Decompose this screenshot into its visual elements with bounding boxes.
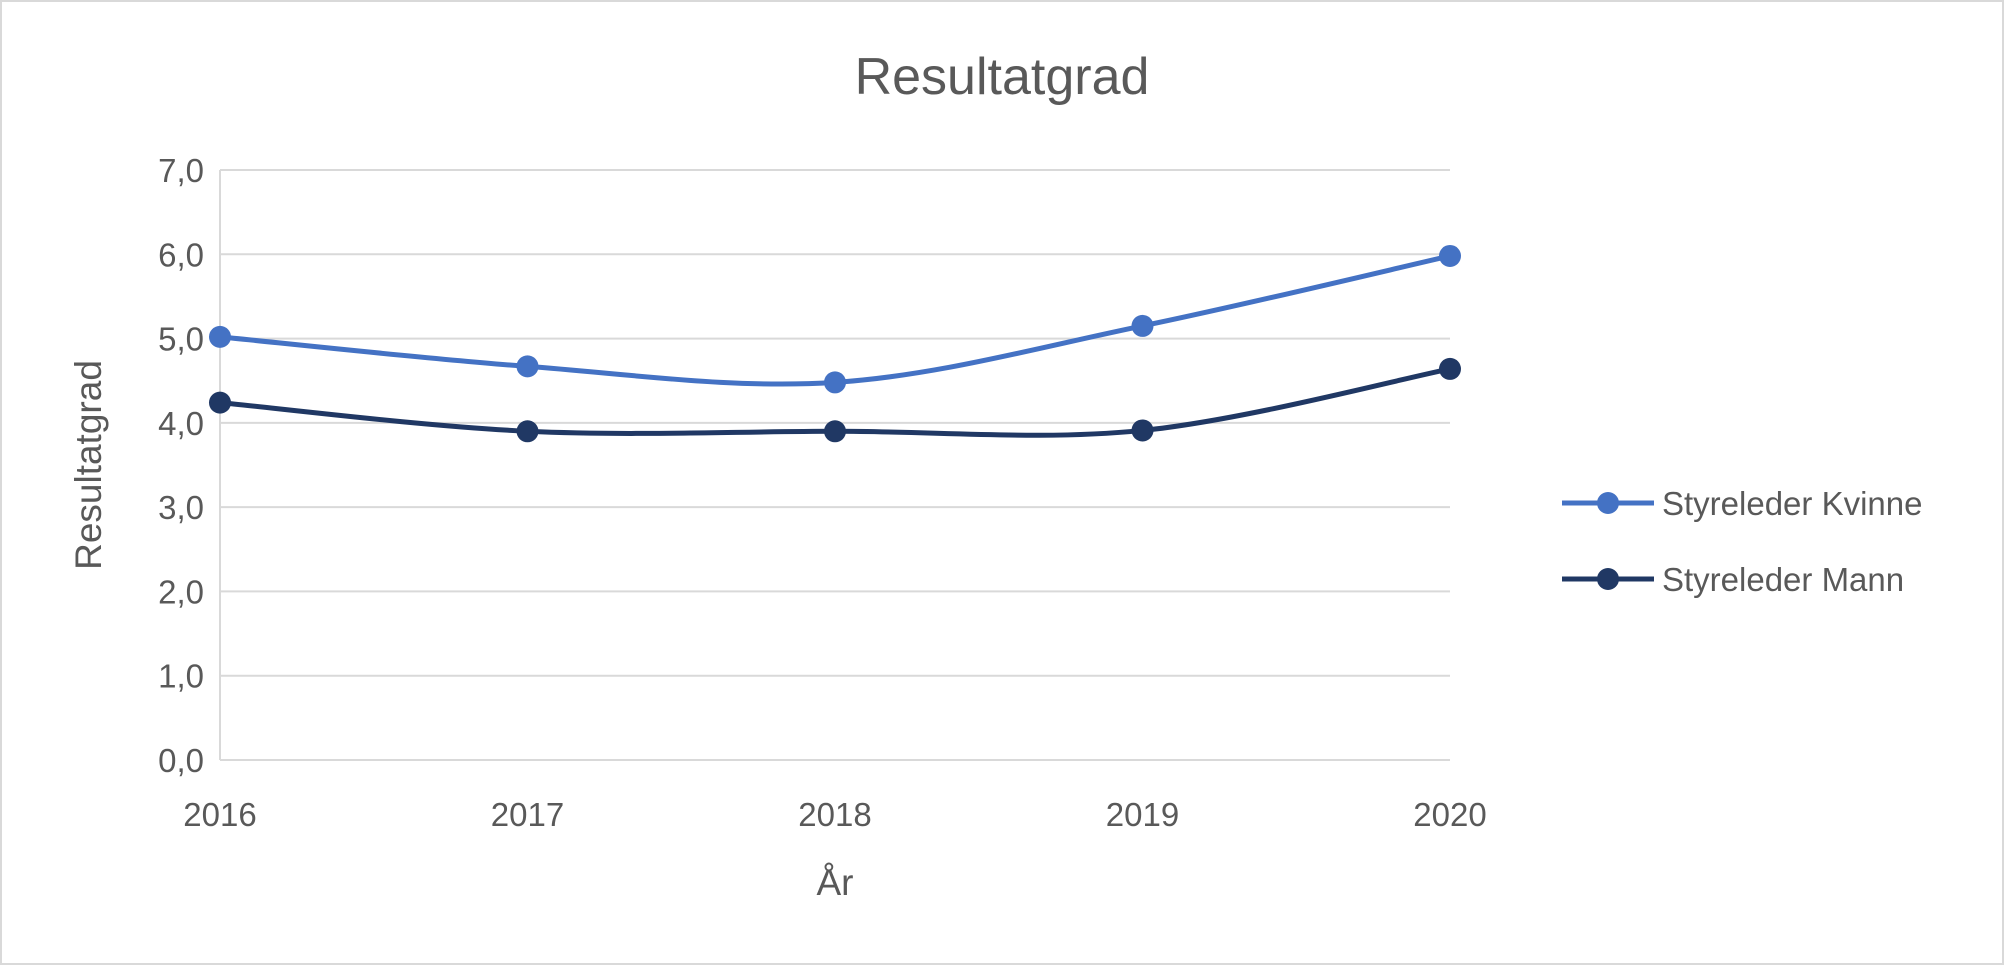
y-axis-title: Resultatgrad — [68, 360, 109, 570]
gridlines — [220, 169, 1450, 677]
legend-marker — [1597, 568, 1619, 590]
y-tick-label: 0,0 — [158, 742, 204, 779]
series-line — [217, 253, 1453, 387]
data-point — [516, 420, 539, 443]
y-tick-label: 1,0 — [158, 658, 204, 695]
data-point — [1131, 314, 1154, 337]
data-point — [1439, 244, 1461, 267]
x-axis-tick-labels: 2016 2017 2018 2019 2020 — [183, 796, 1486, 833]
legend-marker — [1597, 492, 1619, 514]
legend-item: Styreleder Mann — [1562, 561, 1904, 598]
y-tick-label: 7,0 — [158, 152, 204, 189]
y-tick-label: 2,0 — [158, 573, 204, 610]
data-point — [209, 391, 231, 414]
x-axis-title: År — [817, 862, 854, 903]
x-tick-label: 2016 — [183, 796, 256, 833]
chart-title: Resultatgrad — [855, 48, 1150, 106]
series-styreleder-kvinne — [209, 244, 1461, 394]
y-axis-tick-labels: 0,0 1,0 2,0 3,0 4,0 5,0 6,0 7,0 — [158, 152, 204, 779]
series-lines — [209, 244, 1461, 443]
legend-label: Styreleder Mann — [1662, 561, 1904, 598]
x-tick-label: 2018 — [798, 796, 871, 833]
series-styreleder-mann — [209, 357, 1461, 443]
y-tick-label: 4,0 — [158, 405, 204, 442]
legend-item: Styreleder Kvinne — [1562, 485, 1922, 522]
x-tick-label: 2017 — [491, 796, 564, 833]
data-point — [824, 371, 846, 394]
data-point — [209, 325, 231, 348]
y-tick-label: 5,0 — [158, 321, 204, 358]
legend: Styreleder Kvinne Styreleder Mann — [1562, 485, 1922, 598]
x-tick-label: 2019 — [1106, 796, 1179, 833]
y-tick-label: 3,0 — [158, 489, 204, 526]
data-point — [1439, 357, 1461, 380]
y-tick-label: 6,0 — [158, 236, 204, 273]
data-point — [824, 420, 846, 443]
x-tick-label: 2020 — [1413, 796, 1486, 833]
legend-label: Styreleder Kvinne — [1662, 485, 1922, 522]
data-point — [1131, 419, 1154, 442]
data-point — [516, 355, 539, 378]
